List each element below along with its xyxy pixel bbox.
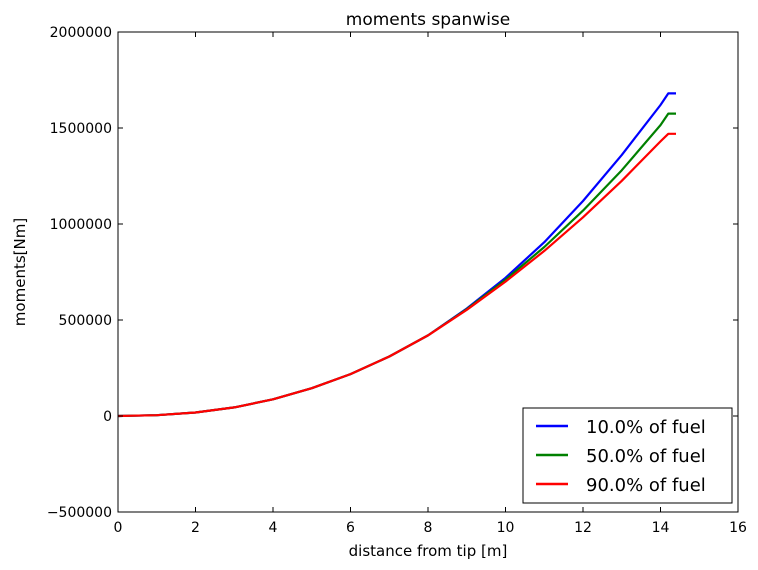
- legend-label-2: 50.0% of fuel: [586, 446, 706, 467]
- y-tick-label: 1500000: [50, 121, 112, 137]
- legend: 10.0% of fuel 50.0% of fuel 90.0% of fuel: [522, 407, 733, 504]
- legend-label-1: 10.0% of fuel: [586, 417, 706, 438]
- x-tick-label: 2: [191, 520, 200, 536]
- series-line-2: [117, 112, 676, 418]
- x-tick-label: 6: [346, 520, 355, 536]
- y-tick-label: 500000: [59, 313, 112, 329]
- series-line-1: [117, 92, 676, 418]
- x-tick-label: 12: [574, 520, 592, 536]
- x-axis-label: distance from tip [m]: [349, 542, 508, 560]
- x-tick-label: 16: [729, 520, 747, 536]
- y-tick-label: 2000000: [50, 25, 112, 41]
- x-tick-label: 10: [497, 520, 515, 536]
- y-tick-label: −500000: [47, 505, 112, 521]
- y-axis-label: moments[Nm]: [11, 218, 29, 326]
- x-tick-label: 14: [652, 520, 670, 536]
- series-line-3: [117, 132, 676, 418]
- legend-label-3: 90.0% of fuel: [586, 475, 706, 496]
- y-tick-label: 1000000: [50, 217, 112, 233]
- x-tick-label: 0: [114, 520, 123, 536]
- plot-area: [117, 92, 676, 418]
- chart-title: moments spanwise: [346, 10, 510, 30]
- axes: 0 2 4 6 8 10 12 14 16−50000005000001000000150000…: [47, 25, 747, 536]
- x-tick-label: 4: [269, 520, 278, 536]
- x-tick-label: 8: [424, 520, 433, 536]
- y-tick-label: 0: [103, 409, 112, 425]
